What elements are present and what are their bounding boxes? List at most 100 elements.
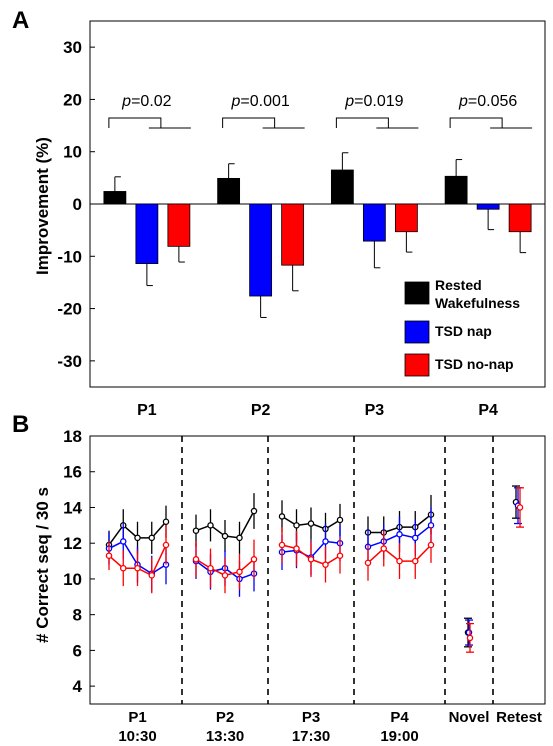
data-point [192,527,200,534]
p-value: =0.056 [468,93,517,110]
novel-point [466,634,474,642]
y-tick-label: 14 [63,498,82,517]
data-point [336,516,344,524]
p-italic: p [458,93,468,110]
group-sublabel: 19:00 [380,728,418,745]
group-label: Retest [496,709,542,726]
y-tick-label: 0 [73,195,82,214]
data-point [192,556,200,563]
legend-swatch [404,281,430,305]
legend-label: TSD no-nap [435,356,514,372]
bar [330,169,354,205]
panel-b-y-ticks: 18 16 14 12 10 8 6 4 [63,427,95,696]
bar [394,203,418,233]
data-point [120,538,127,545]
panel-a-annotations: p=0.02 p=0.001 p=0.019 p=0.056 [108,93,533,129]
p-value-label: p=0.019 [344,93,403,110]
data-point [336,552,344,559]
data-point [278,541,286,549]
y-tick-label: 10 [63,570,82,589]
bar [103,191,127,205]
novel-point [465,629,473,636]
data-point [105,552,113,559]
data-point [427,541,435,549]
group-label: P4 [390,709,409,726]
data-point [148,572,155,579]
significance-bracket [449,117,503,128]
data-point [380,545,387,552]
bar [249,203,273,297]
y-tick-label: -30 [57,352,82,371]
data-point [364,559,372,567]
data-point [250,556,258,563]
group-label: P2 [216,709,234,726]
y-tick-label: 20 [63,90,82,109]
p-italic: p [230,93,240,110]
bar [217,177,241,205]
y-tick-label: 4 [73,677,83,696]
data-point [293,545,300,552]
category-label: P4 [478,402,498,419]
panel-a-legend: Rested Wakefulness TSD nap TSD no-nap [404,277,520,377]
p-value-label: p=0.056 [458,93,517,110]
panel-b-ylabel: # Correct seq / 30 s [33,487,52,643]
data-point [134,564,141,572]
bar [167,203,191,247]
y-tick-label: 16 [63,463,82,482]
significance-bracket [335,117,389,128]
p-value-label: p=0.001 [230,93,289,110]
significance-bracket [222,117,276,128]
data-point [278,513,286,520]
p-value: =0.02 [131,93,172,110]
data-point [411,557,419,565]
bar [135,203,159,265]
legend-label: TSD nap [435,323,492,339]
data-point [396,531,403,538]
y-tick-label: -10 [57,247,82,266]
bar [508,203,532,233]
data-point [148,534,155,542]
panel-a-categories: P1 P2 P3 P4 [137,402,498,419]
data-point [236,534,243,542]
data-point [162,518,170,526]
y-tick-label: -20 [57,300,82,319]
p-italic: p [121,93,131,110]
group-label: P3 [302,709,320,726]
legend-swatch [404,353,430,377]
p-value: =0.019 [354,93,403,110]
data-point [307,520,315,527]
panel-b-letter: B [12,411,29,438]
bar [281,203,305,266]
data-point [293,522,300,529]
series-0 [105,485,520,648]
p-value-label: p=0.02 [121,93,171,110]
legend-swatch [404,320,430,344]
panel-a-ylabel: Improvement (%) [33,137,52,275]
data-point [221,532,229,540]
panel-a-bars [103,152,532,318]
data-point [207,564,214,572]
category-label: P2 [251,402,271,419]
group-sublabel: 17:30 [292,728,330,745]
data-point [411,534,419,542]
panel-b-dividers [181,436,494,704]
group-label: P1 [128,709,146,726]
panel-b-categories: P1 10:30 P2 13:30 P3 17:30 P4 19:00 Novel Retest [118,709,542,745]
group-label: Novel [449,709,490,726]
y-tick-label: 18 [63,427,82,446]
data-point [221,572,229,579]
category-label: P3 [365,402,385,419]
y-tick-label: 12 [63,534,82,553]
panel-a-letter: A [12,7,29,34]
p-italic: p [344,93,354,110]
group-sublabel: 13:30 [206,728,244,745]
series-2 [105,487,524,653]
data-point [322,538,329,545]
y-tick-label: 8 [73,606,82,625]
p-value: =0.001 [240,93,289,110]
legend-label-line2: Wakefulness [435,295,520,311]
y-tick-label: 6 [73,641,82,660]
data-point [134,534,141,542]
retest-point [516,504,524,511]
panel-a-y-ticks: 30 20 10 0 -10 -20 -30 [57,38,95,371]
